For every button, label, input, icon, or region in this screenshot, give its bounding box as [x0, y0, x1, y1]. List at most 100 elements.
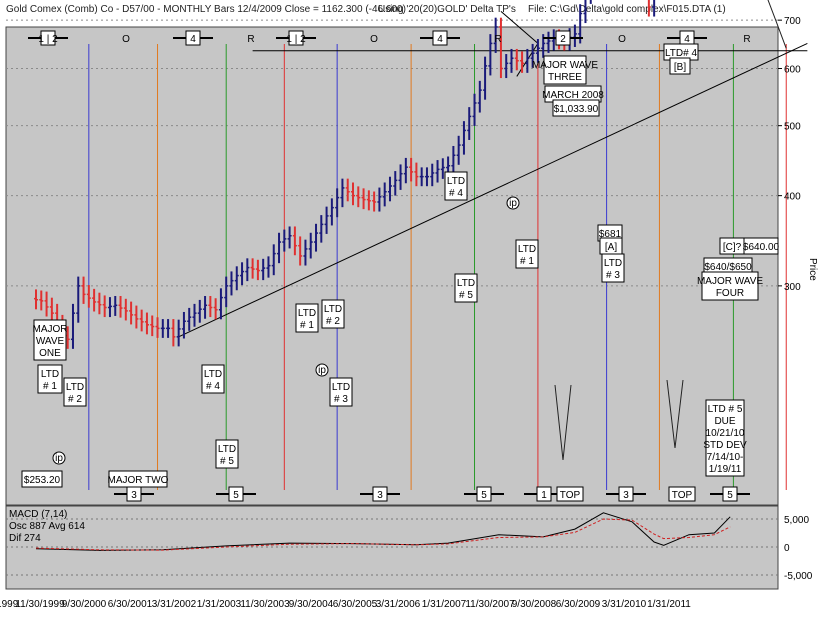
cycle-top-label: 4 [190, 34, 196, 45]
annotation-box [33, 319, 67, 361]
annotation-text: LTD [457, 278, 475, 289]
annotation-text: $681 [599, 229, 622, 240]
date-tick-label: 6/30/2005 [333, 599, 378, 610]
annotation-box [201, 364, 225, 394]
annotation-text: MAJOR WAVE [532, 60, 598, 71]
annotation-text: # 1 [300, 320, 314, 331]
annotation-box [295, 303, 319, 333]
cycle-bottom-box [536, 486, 552, 502]
cycle-bottom-label: 3 [131, 490, 137, 501]
price-bars [34, 0, 656, 349]
annotation-text: [C]? [723, 242, 742, 253]
header-middle: Using '20(20)GOLD' Delta TP's [378, 4, 516, 15]
cycle-top-label: 4 [684, 34, 690, 45]
cycle-v-mark [554, 384, 572, 461]
annotation-text: # 2 [326, 316, 340, 327]
date-tick-label: 9/30/2008 [512, 599, 557, 610]
date-tick-label: 3/31/2002 [152, 599, 197, 610]
macd-tick-label: -5,000 [784, 571, 813, 582]
header-left: Gold Comex (Comb) Co - D57/00 - MONTHLY … [6, 4, 406, 15]
cycle-top-label: R [494, 34, 501, 45]
cycle-bottom-label: 5 [233, 490, 239, 501]
macd-legend-dif: Dif 274 [9, 533, 41, 544]
annotation-box [669, 57, 691, 75]
annotation-box [543, 55, 587, 85]
annotation-box [108, 470, 168, 488]
cycle-top-label: R [743, 34, 750, 45]
ip-marker-text: ip [55, 453, 63, 464]
date-tick-label: 9/30/2004 [289, 599, 334, 610]
annotation-text: THREE [548, 72, 582, 83]
cycle-top-box [40, 30, 56, 46]
annotation-text: # 3 [606, 270, 620, 281]
date-tick-label: 9/30/2000 [62, 599, 107, 610]
price-axis-label: Price [807, 258, 818, 281]
annotation-box [444, 171, 468, 201]
annotation-text: MAJOR WAVE [697, 276, 763, 287]
ip-marker-circle [506, 196, 520, 210]
annotation-text: $253.20 [24, 475, 61, 486]
annotation-box [454, 273, 478, 303]
cycle-bottom-box [668, 486, 696, 502]
cycle-top-label: O [370, 34, 378, 45]
macd-legend-title: MACD (7,14) [9, 509, 67, 520]
cycle-top-label: 2 [560, 34, 566, 45]
cycle-bottom-box [228, 486, 244, 502]
header-right: File: C:\Gd\Delta\gold complex\F015.DTA … [528, 4, 726, 15]
cycle-top-box [288, 30, 304, 46]
annotation-box [705, 399, 745, 477]
date-tick-label: 1/31/2003 [197, 599, 242, 610]
annotation-text: LTD [218, 444, 236, 455]
cycle-bottom-label: 5 [727, 490, 733, 501]
annotation-text: # 3 [334, 394, 348, 405]
cycle-bottom-label: 1 [541, 490, 547, 501]
annotation-text: [B] [674, 62, 686, 73]
annotation-box [329, 377, 353, 407]
date-tick-label: 3/1999 [0, 599, 19, 610]
cycle-bottom-label: 5 [481, 490, 487, 501]
date-tick-label: 3/31/2010 [602, 599, 647, 610]
cycle-bottom-box [556, 486, 584, 502]
annotation-text: # 1 [43, 381, 57, 392]
date-tick-label: 11/30/2003 [240, 599, 290, 610]
annotation-text: LTD# 4 [665, 48, 697, 59]
cycle-bottom-label: 3 [377, 490, 383, 501]
date-tick-label: 6/30/2009 [556, 599, 601, 610]
annotation-box [552, 99, 600, 117]
cycle-bottom-box [618, 486, 634, 502]
annotation-text: 1/19/11 [709, 464, 742, 475]
cycle-bottom-label: TOP [672, 490, 693, 501]
annotation-text: MARCH 2008 [542, 90, 604, 101]
cycle-top-box [555, 30, 571, 46]
annotation-text: LTD [298, 308, 316, 319]
annotation-text: # 1 [520, 256, 534, 267]
price-tick-label: 700 [784, 16, 801, 27]
annotation-text: STD DEV [703, 440, 747, 451]
bottom-cycle-markers: 3 5 3 5 1 TOP 3 TOP 5 [114, 486, 750, 502]
cycle-top-label: R [247, 34, 254, 45]
price-tick-label: 500 [784, 122, 801, 133]
annotation-text: LTD [447, 176, 465, 187]
cycle-top-box [432, 30, 448, 46]
annotation-text: LTD [324, 304, 342, 315]
top-cycle-markers: 1 | 2 O 4 R 1 | 2 O 4 R 2 O 4 R [28, 30, 751, 46]
date-tick-label: 1/31/2011 [647, 599, 691, 610]
price-tick-label: 600 [784, 64, 801, 75]
annotation-box [21, 470, 63, 488]
annotation-text: $640.00 [743, 242, 780, 253]
macd-tick-label: 0 [784, 543, 790, 554]
cycle-bottom-box [372, 486, 388, 502]
date-tick-label: 11/30/2007 [465, 599, 515, 610]
cycle-bottom-label: TOP [560, 490, 581, 501]
cycle-top-label: 1 | 2 [38, 34, 58, 45]
date-axis: 3/199911/30/19999/30/20006/30/20013/31/2… [0, 599, 691, 610]
price-tick-label: 300 [784, 282, 801, 293]
macd-tick-label: 5,000 [784, 515, 809, 526]
annotation-text: $640/$650 [704, 262, 752, 273]
macd-legend-osc: Osc 887 Avg 614 [9, 521, 85, 532]
date-tick-label: 6/30/2001 [108, 599, 153, 610]
annotation-text: DUE [714, 416, 735, 427]
annotation-text: LTD [204, 369, 222, 380]
